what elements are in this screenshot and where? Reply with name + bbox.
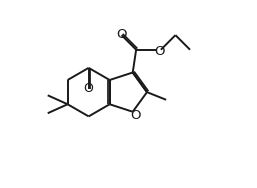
Text: O: O — [116, 28, 127, 41]
Text: O: O — [83, 82, 93, 95]
Text: O: O — [130, 109, 141, 122]
Text: O: O — [155, 45, 165, 58]
